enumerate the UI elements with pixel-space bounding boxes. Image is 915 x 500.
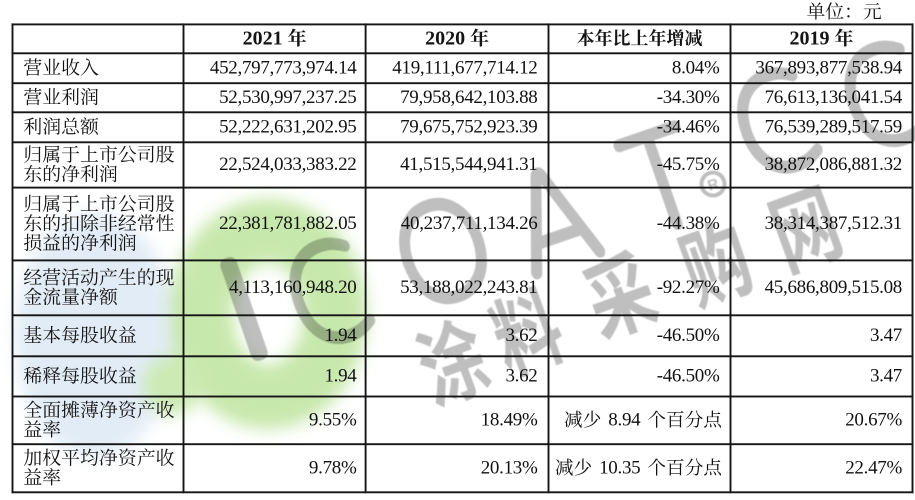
svg-text:-92.27%: -92.27%: [657, 277, 720, 298]
svg-text:22.47%: 22.47%: [845, 457, 902, 478]
svg-text:41,515,544,941.31: 41,515,544,941.31: [400, 154, 537, 175]
svg-text:18.49%: 18.49%: [481, 409, 538, 430]
svg-text:53,188,022,243.81: 53,188,022,243.81: [400, 277, 537, 298]
svg-text:2019: 2019: [790, 27, 830, 49]
svg-text:45,686,809,515.08: 45,686,809,515.08: [765, 277, 902, 298]
svg-text:452,797,773,974.14: 452,797,773,974.14: [210, 57, 357, 78]
svg-text:-34.46%: -34.46%: [657, 116, 720, 137]
svg-text:9.78%: 9.78%: [309, 457, 357, 478]
svg-text:79,958,642,103.88: 79,958,642,103.88: [400, 87, 537, 108]
svg-text:22,524,033,383.22: 22,524,033,383.22: [219, 154, 356, 175]
svg-text:8.94: 8.94: [608, 409, 641, 430]
svg-text:8.04%: 8.04%: [672, 57, 720, 78]
svg-text:79,675,752,923.39: 79,675,752,923.39: [400, 116, 537, 137]
svg-text:3.62: 3.62: [505, 366, 537, 387]
svg-text:2020: 2020: [425, 27, 465, 49]
svg-text:76,539,289,517.59: 76,539,289,517.59: [765, 116, 902, 137]
svg-text:-46.50%: -46.50%: [657, 366, 720, 387]
svg-text:-34.30%: -34.30%: [657, 87, 720, 108]
svg-text:40,237,711,134.26: 40,237,711,134.26: [401, 213, 538, 234]
svg-text:3.47: 3.47: [870, 325, 902, 346]
svg-text:2021: 2021: [243, 27, 283, 49]
svg-text:1.94: 1.94: [324, 366, 357, 387]
svg-text:76,613,136,041.54: 76,613,136,041.54: [765, 87, 903, 108]
svg-text:20.67%: 20.67%: [845, 409, 902, 430]
svg-text:20.13%: 20.13%: [481, 457, 538, 478]
svg-text:-45.75%: -45.75%: [657, 154, 720, 175]
svg-text:3.62: 3.62: [505, 325, 537, 346]
svg-text:367,893,877,538.94: 367,893,877,538.94: [755, 57, 902, 78]
svg-text:52,530,997,237.25: 52,530,997,237.25: [219, 87, 356, 108]
svg-text:4,113,160,948.20: 4,113,160,948.20: [229, 277, 357, 298]
svg-text:38,872,086,881.32: 38,872,086,881.32: [765, 154, 902, 175]
svg-text:1.94: 1.94: [324, 325, 357, 346]
svg-text:10.35: 10.35: [599, 457, 640, 478]
svg-text:38,314,387,512.31: 38,314,387,512.31: [765, 213, 902, 234]
svg-text:52,222,631,202.95: 52,222,631,202.95: [219, 116, 356, 137]
svg-text:419,111,677,714.12: 419,111,677,714.12: [392, 57, 537, 78]
svg-text:9.55%: 9.55%: [309, 409, 357, 430]
svg-text:-44.38%: -44.38%: [657, 213, 720, 234]
svg-text:-46.50%: -46.50%: [657, 325, 720, 346]
svg-text:22,381,781,882.05: 22,381,781,882.05: [219, 213, 356, 234]
svg-text:3.47: 3.47: [870, 366, 902, 387]
